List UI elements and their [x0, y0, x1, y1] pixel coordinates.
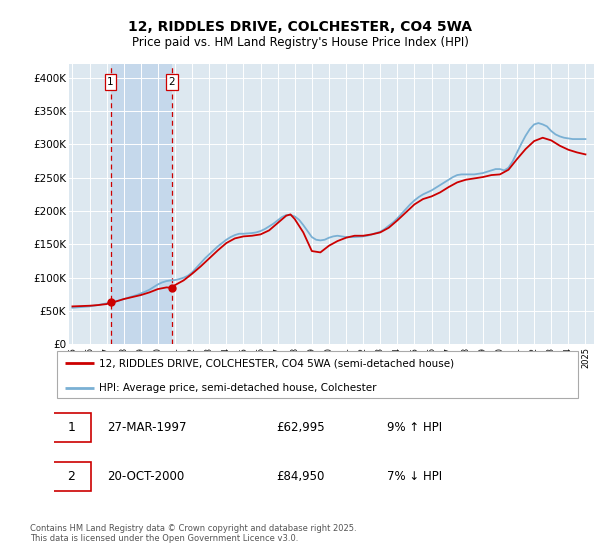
Text: 12, RIDDLES DRIVE, COLCHESTER, CO4 5WA: 12, RIDDLES DRIVE, COLCHESTER, CO4 5WA: [128, 20, 472, 34]
Text: HPI: Average price, semi-detached house, Colchester: HPI: Average price, semi-detached house,…: [99, 382, 376, 393]
Bar: [110, 64, 172, 344]
Text: Contains HM Land Registry data © Crown copyright and database right 2025.
This d: Contains HM Land Registry data © Crown c…: [30, 524, 356, 543]
Text: 1: 1: [67, 421, 75, 434]
Text: 1: 1: [107, 77, 114, 87]
Text: Price paid vs. HM Land Registry's House Price Index (HPI): Price paid vs. HM Land Registry's House …: [131, 36, 469, 49]
Text: 12, RIDDLES DRIVE, COLCHESTER, CO4 5WA (semi-detached house): 12, RIDDLES DRIVE, COLCHESTER, CO4 5WA (…: [99, 358, 454, 368]
FancyBboxPatch shape: [56, 351, 578, 398]
Text: £62,995: £62,995: [276, 421, 325, 434]
Text: 2: 2: [168, 77, 175, 87]
FancyBboxPatch shape: [52, 413, 91, 442]
Text: 20-OCT-2000: 20-OCT-2000: [107, 470, 184, 483]
Text: 9% ↑ HPI: 9% ↑ HPI: [386, 421, 442, 434]
Text: 7% ↓ HPI: 7% ↓ HPI: [386, 470, 442, 483]
FancyBboxPatch shape: [52, 462, 91, 491]
Text: 27-MAR-1997: 27-MAR-1997: [107, 421, 187, 434]
Text: 2: 2: [67, 470, 75, 483]
Text: £84,950: £84,950: [276, 470, 324, 483]
